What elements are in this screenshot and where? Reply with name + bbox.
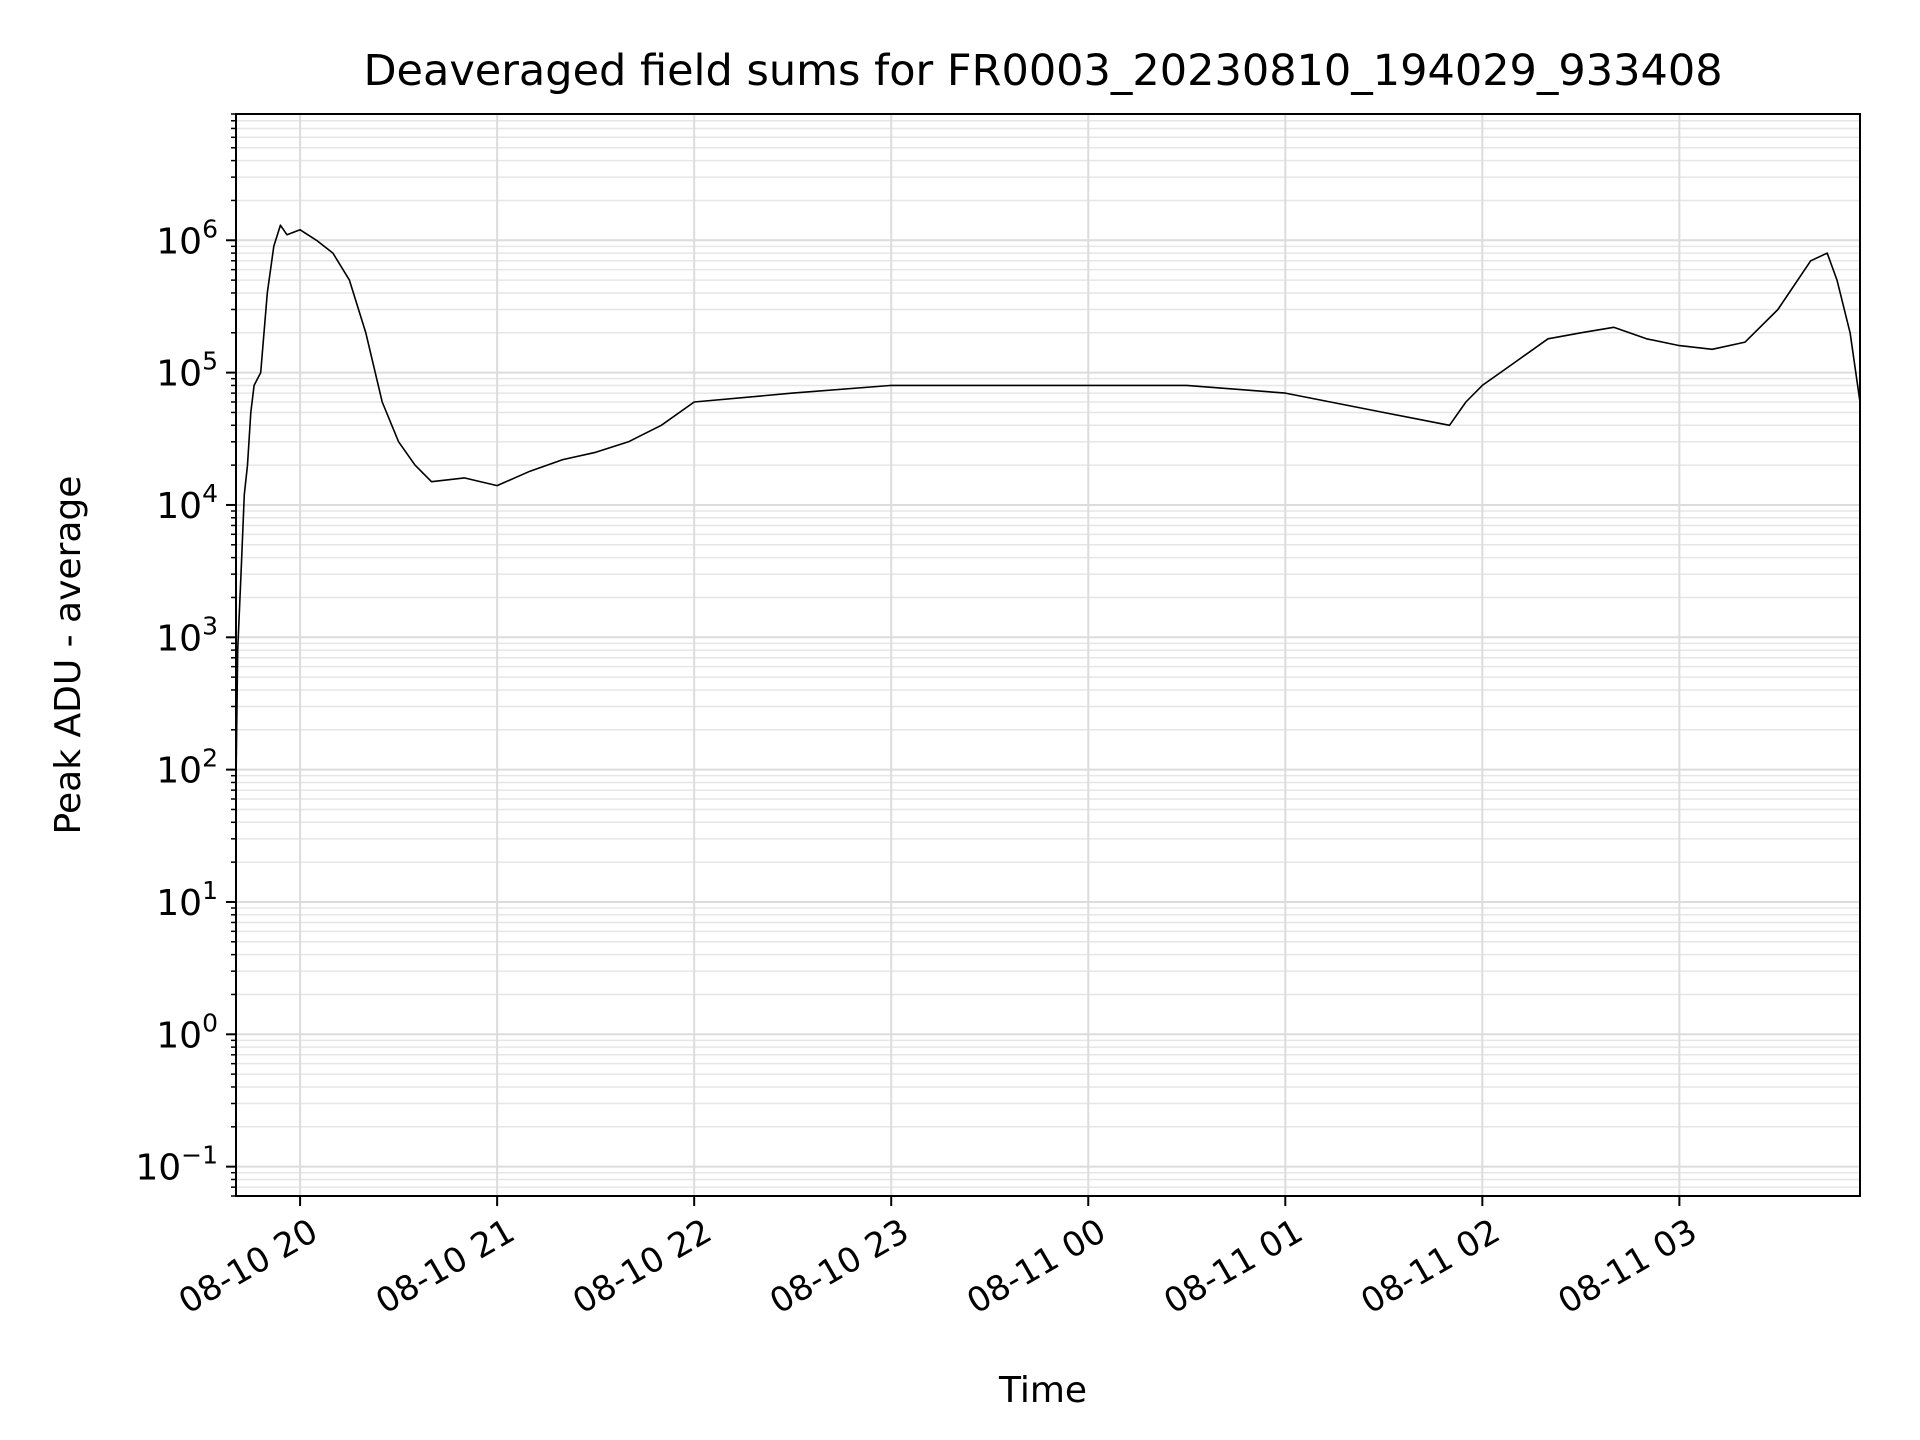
y-tick-label: 106 xyxy=(156,214,218,262)
grid-minor xyxy=(236,113,1860,1197)
y-tick-label: 10−1 xyxy=(135,1141,218,1189)
series-line xyxy=(235,224,1861,783)
x-axis-label: Time xyxy=(998,1370,1087,1411)
y-tick-label: 103 xyxy=(156,611,218,659)
axes-frame xyxy=(235,113,1861,1197)
grid-major xyxy=(236,114,1860,1196)
y-tick-label: 102 xyxy=(156,744,218,792)
y-tick-label: 105 xyxy=(156,347,218,395)
chart-title: Deaveraged field sums for FR0003_2023081… xyxy=(363,46,1722,96)
y-axis-label: Peak ADU - average xyxy=(48,476,89,835)
series-layer xyxy=(235,224,1861,783)
y-tick-label: 101 xyxy=(156,876,218,924)
y-tick-label: 104 xyxy=(156,479,218,527)
y-tick-label: 100 xyxy=(156,1008,218,1056)
